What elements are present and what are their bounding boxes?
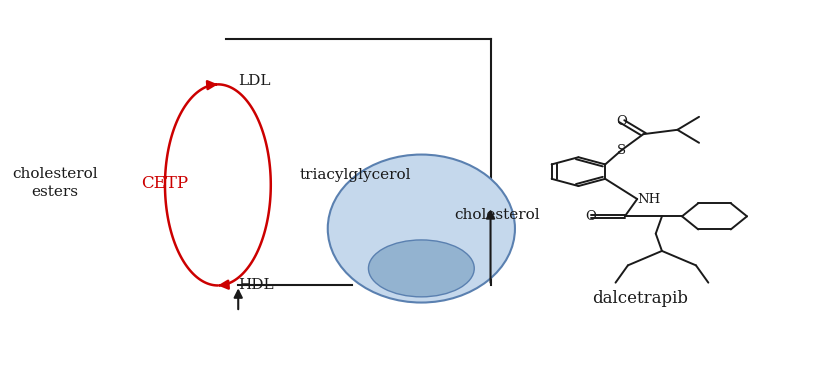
Ellipse shape: [369, 240, 474, 297]
Text: triacylglycerol: triacylglycerol: [299, 168, 411, 182]
Text: CETP: CETP: [141, 174, 189, 191]
Text: dalcetrapib: dalcetrapib: [592, 290, 688, 307]
Text: cholesterol: cholesterol: [454, 208, 539, 222]
Text: O: O: [616, 115, 627, 128]
Text: S: S: [617, 144, 626, 156]
Ellipse shape: [327, 154, 515, 303]
Text: cholesterol
esters: cholesterol esters: [12, 167, 98, 199]
Text: LDL: LDL: [238, 74, 270, 87]
Text: NH: NH: [637, 192, 661, 206]
Text: HDL: HDL: [238, 278, 274, 293]
Text: O: O: [586, 210, 596, 223]
